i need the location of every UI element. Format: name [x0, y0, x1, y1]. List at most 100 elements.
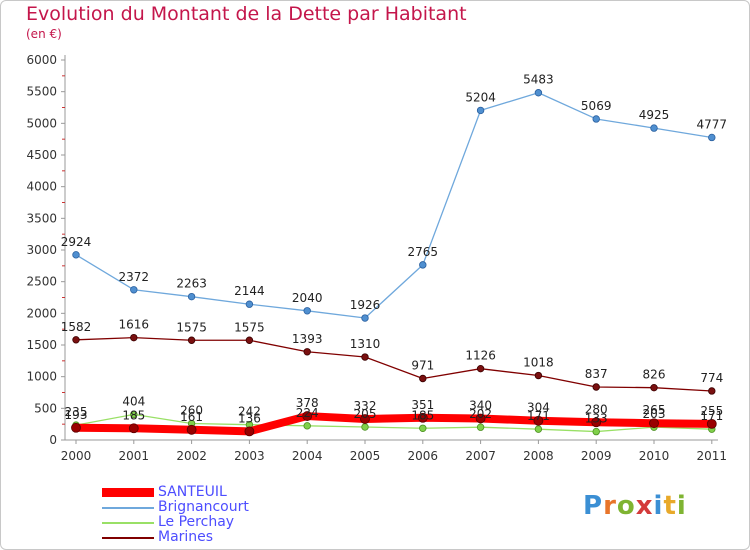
data-label: 136	[238, 411, 261, 425]
legend-label: SANTEUIL	[158, 484, 227, 500]
data-label: 1575	[234, 320, 265, 334]
data-point	[534, 371, 543, 380]
data-label: 2924	[61, 235, 92, 249]
data-point	[361, 353, 369, 361]
data-point	[533, 415, 544, 426]
series-line-brignancourt	[75, 92, 712, 319]
data-point	[591, 417, 602, 428]
data-label: 133	[585, 412, 608, 426]
data-point	[303, 348, 311, 356]
x-tick-label: 2008	[523, 449, 554, 463]
x-tick-label: 2000	[61, 449, 92, 463]
data-point	[476, 364, 485, 373]
y-tick-label: 3500	[26, 211, 57, 225]
data-point	[128, 423, 139, 434]
data-label: 242	[238, 405, 261, 419]
data-label: 774	[700, 371, 723, 385]
data-point	[649, 418, 659, 429]
data-label: 5069	[581, 99, 612, 113]
data-label: 2144	[234, 284, 265, 298]
series-line-le perchay	[75, 413, 712, 433]
data-point	[419, 424, 427, 432]
data-point	[592, 427, 600, 436]
y-tick-label: 1500	[26, 338, 57, 352]
data-label: 1126	[465, 349, 496, 363]
chart-title: Evolution du Montant de la Dette par Hab…	[26, 3, 467, 25]
data-label: 404	[122, 394, 145, 408]
legend-label: Le Perchay	[158, 514, 235, 530]
data-label: 1393	[292, 332, 323, 346]
data-label: 826	[643, 368, 666, 382]
data-point	[708, 387, 716, 395]
data-label: 2372	[119, 270, 150, 284]
x-tick-label: 2011	[697, 449, 728, 463]
y-tick-label: 5500	[26, 85, 57, 99]
y-tick-label: 0	[49, 433, 57, 447]
legend-item: Le Perchay	[102, 515, 234, 530]
data-label: 1575	[176, 320, 207, 334]
legend-swatch	[102, 536, 154, 539]
data-label: 265	[643, 403, 666, 417]
data-point	[72, 251, 80, 259]
data-label: 171	[700, 409, 723, 423]
series-line-santeuil	[75, 412, 712, 436]
logo-letter: i	[676, 491, 687, 521]
data-label: 1926	[350, 298, 381, 312]
x-tick-label: 2005	[350, 449, 381, 463]
x-tick-label: 2001	[119, 449, 150, 463]
data-point	[187, 292, 196, 301]
data-point	[187, 336, 196, 344]
data-label: 4925	[639, 108, 670, 122]
data-point	[244, 426, 255, 437]
data-point	[706, 418, 717, 429]
data-point	[130, 410, 138, 419]
data-label: 235	[65, 405, 88, 419]
chart-unit: (en €)	[26, 27, 62, 41]
data-point	[475, 413, 486, 424]
series-line-marines	[75, 337, 712, 392]
data-point	[419, 261, 427, 269]
data-point	[186, 424, 197, 435]
logo-letter: o	[616, 491, 636, 521]
data-point	[592, 383, 600, 391]
y-tick-label: 5000	[26, 116, 57, 130]
data-point	[303, 307, 311, 315]
data-label: 1018	[523, 356, 554, 370]
y-tick-label: 2000	[26, 306, 57, 320]
data-point	[72, 336, 80, 344]
data-label: 5483	[523, 73, 554, 87]
legend-item: Marines	[102, 530, 213, 545]
data-label: 4777	[697, 117, 728, 131]
data-label: 340	[469, 398, 492, 412]
x-tick-label: 2007	[465, 449, 496, 463]
data-point	[130, 333, 138, 342]
data-point	[650, 124, 658, 132]
legend-item: SANTEUIL	[102, 485, 227, 500]
data-point	[534, 425, 543, 433]
x-tick-label: 2009	[581, 449, 612, 463]
data-label: 971	[411, 359, 434, 373]
data-point	[650, 383, 658, 392]
data-label: 260	[180, 404, 203, 418]
legend-swatch	[102, 488, 154, 497]
data-label: 224	[296, 406, 319, 420]
data-point	[708, 133, 716, 142]
data-label: 255	[700, 404, 723, 418]
x-tick-label: 2003	[234, 449, 265, 463]
y-tick-label: 2500	[26, 275, 57, 289]
data-point	[245, 300, 254, 308]
legend-swatch	[102, 506, 154, 509]
data-label: 1616	[119, 318, 150, 332]
data-label: 304	[527, 401, 550, 415]
data-label: 332	[354, 399, 377, 413]
data-label: 1310	[350, 337, 381, 351]
data-label: 171	[527, 409, 550, 423]
data-point	[71, 422, 81, 433]
logo-letter: P	[583, 491, 604, 521]
x-tick-label: 2004	[292, 449, 323, 463]
data-point	[592, 115, 600, 123]
data-label: 378	[296, 396, 319, 410]
logo-letter: r	[603, 491, 617, 521]
legend-item: Brignancourt	[102, 500, 249, 515]
